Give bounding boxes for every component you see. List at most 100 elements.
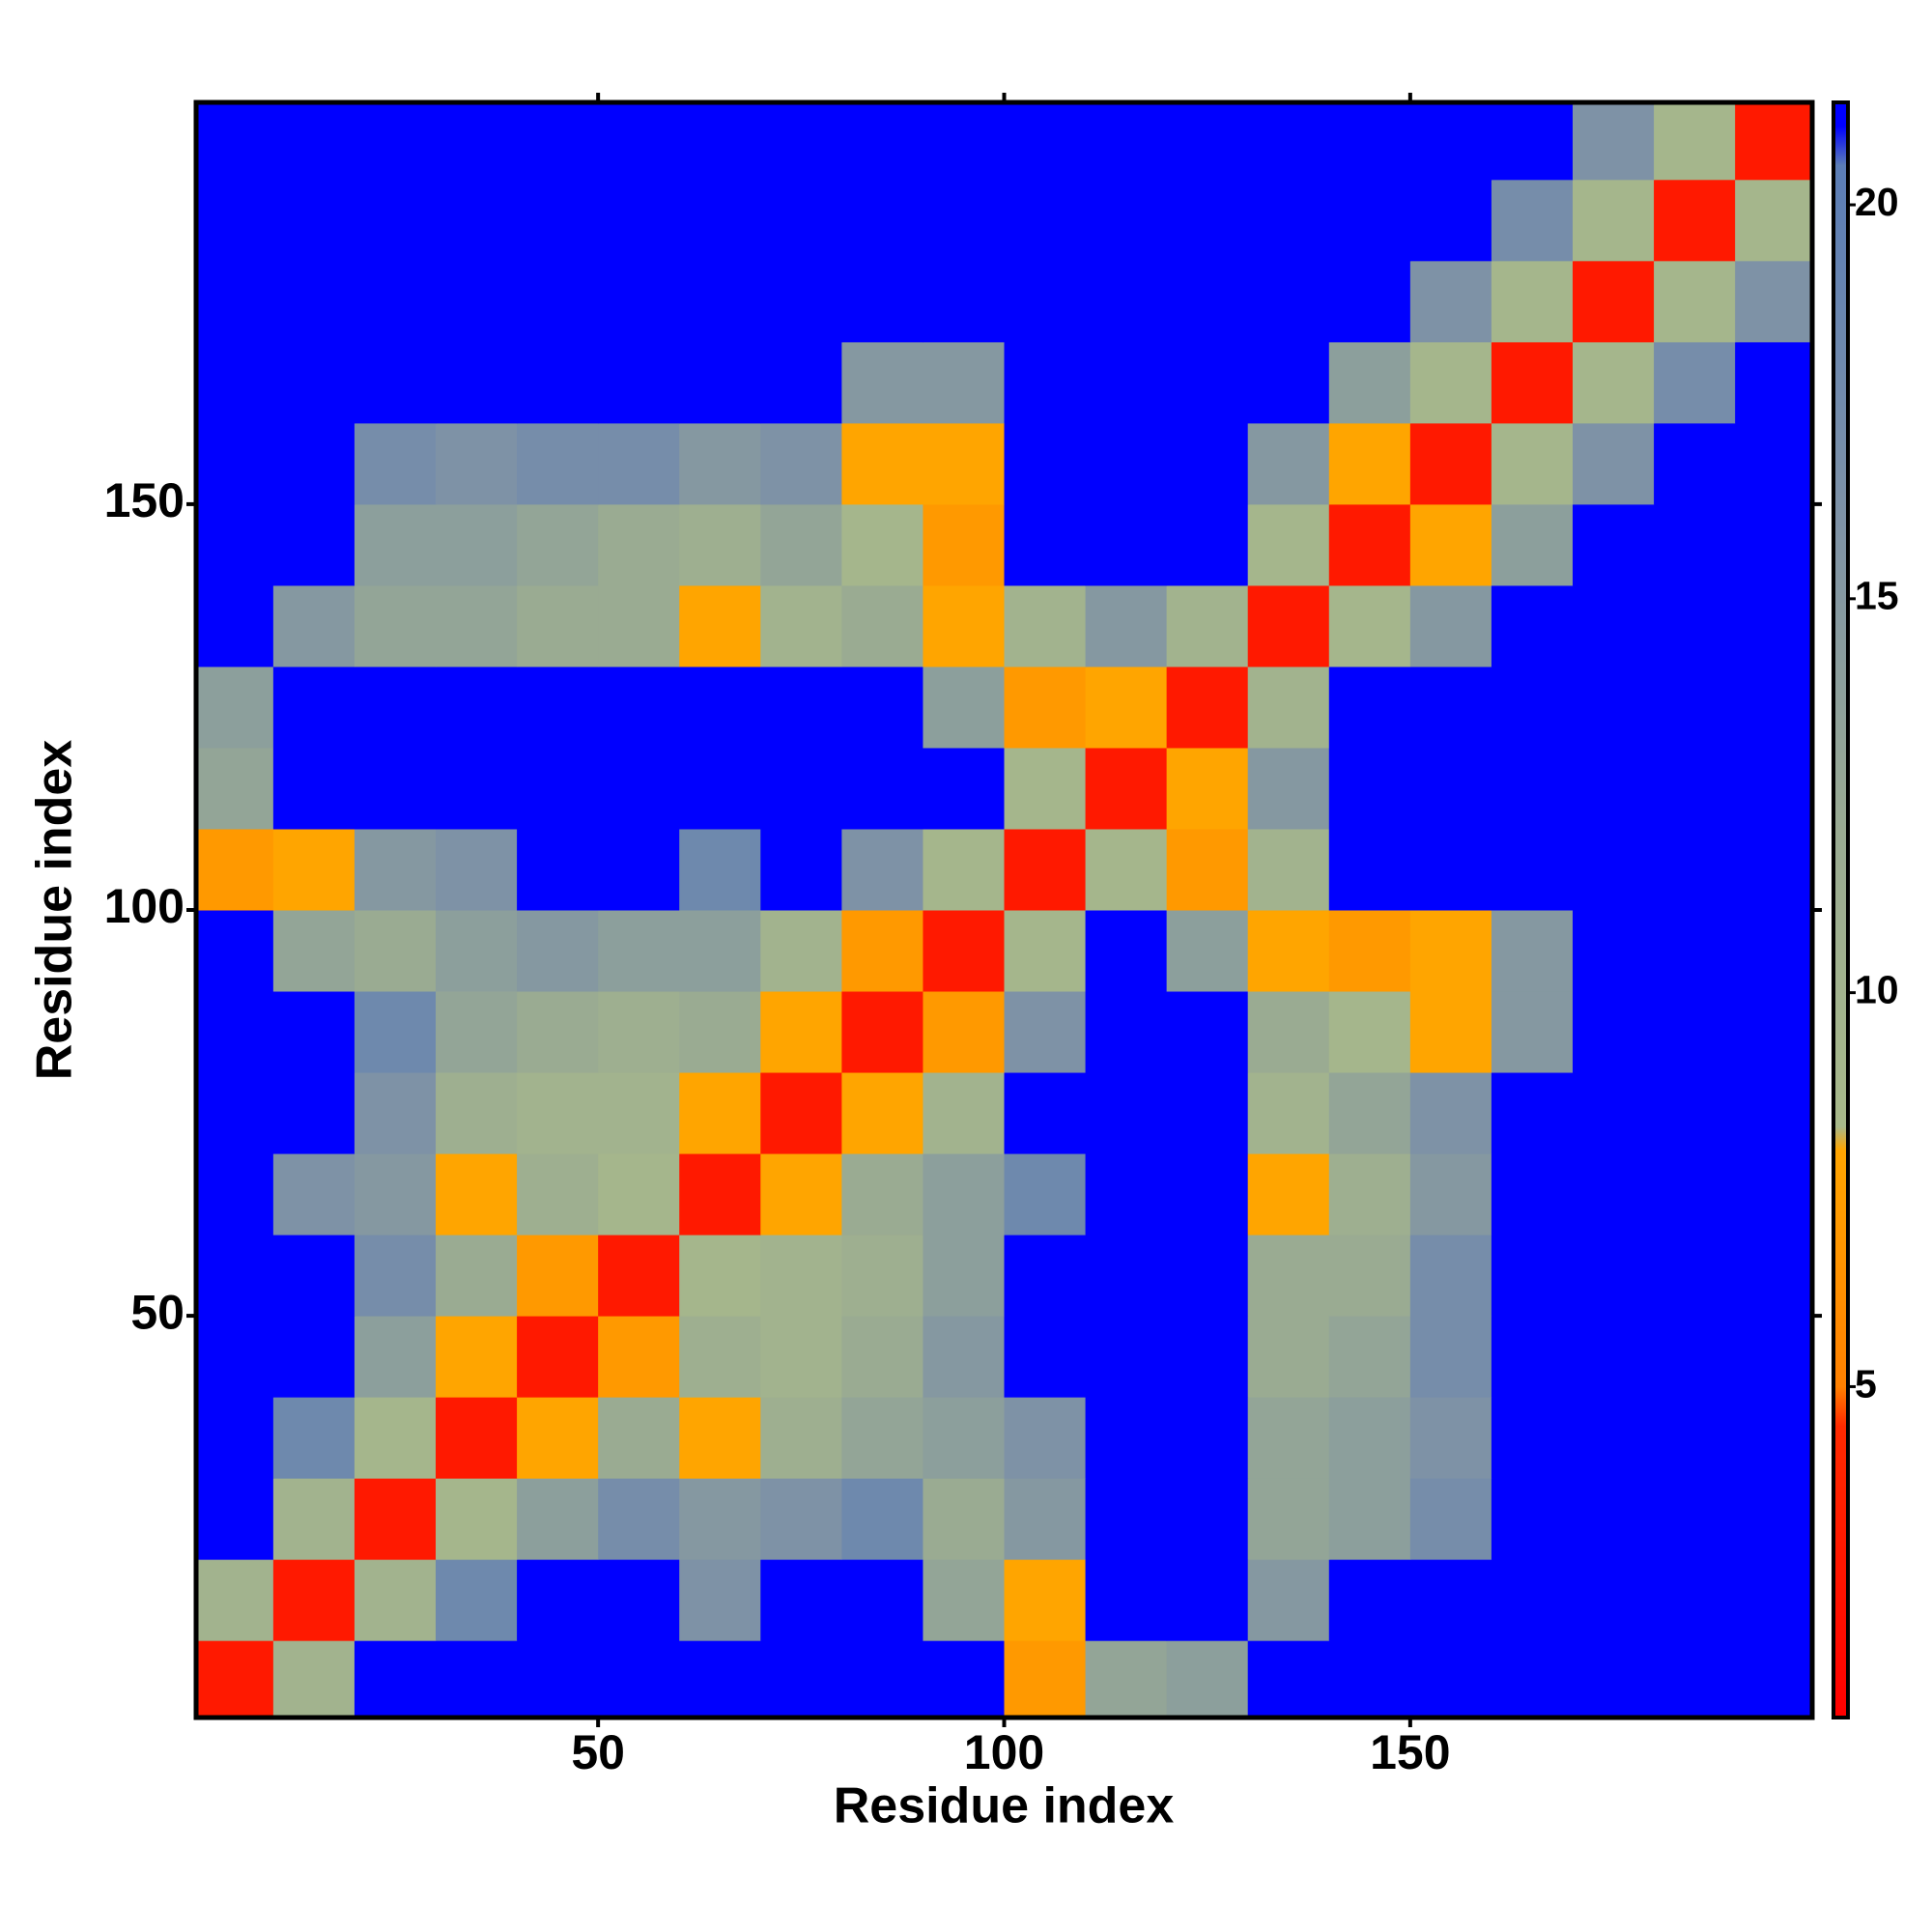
heatmap-cell bbox=[436, 1153, 518, 1236]
heatmap-cell bbox=[841, 422, 923, 505]
heatmap-cell bbox=[1491, 260, 1574, 343]
heatmap-cell bbox=[598, 747, 680, 830]
heatmap-cell bbox=[1572, 1397, 1655, 1479]
heatmap-cell bbox=[1004, 1397, 1087, 1479]
heatmap-cell bbox=[1735, 747, 1812, 830]
heatmap-cell bbox=[436, 747, 518, 830]
heatmap-cell bbox=[760, 179, 842, 262]
heatmap-cell bbox=[1247, 666, 1330, 749]
heatmap-cell bbox=[1409, 584, 1492, 668]
heatmap-cell bbox=[1328, 991, 1411, 1073]
heatmap-cell bbox=[1004, 503, 1087, 586]
heatmap-cell bbox=[1491, 1640, 1574, 1718]
heatmap-cell bbox=[1328, 341, 1411, 424]
heatmap-cell bbox=[196, 1072, 274, 1154]
heatmap-cell bbox=[436, 1235, 518, 1317]
heatmap-cell bbox=[436, 102, 518, 181]
heatmap-cell bbox=[598, 828, 680, 911]
heatmap-cell bbox=[1166, 666, 1249, 749]
heatmap-cell bbox=[1247, 102, 1330, 181]
heatmap-cell bbox=[679, 1640, 761, 1718]
heatmap-cell bbox=[196, 260, 274, 343]
heatmap-cell bbox=[1247, 584, 1330, 668]
heatmap-cell bbox=[1572, 1559, 1655, 1641]
heatmap-cell bbox=[196, 910, 274, 992]
y-axis-label: Residue index bbox=[27, 740, 83, 1081]
heatmap-cell bbox=[1735, 260, 1812, 343]
heatmap-cell bbox=[923, 1316, 1005, 1398]
heatmap-cell bbox=[196, 1559, 274, 1641]
heatmap-cell bbox=[1572, 102, 1655, 181]
heatmap-cell bbox=[1654, 1478, 1736, 1560]
heatmap-cell bbox=[760, 1478, 842, 1560]
heatmap-cell bbox=[679, 102, 761, 181]
heatmap-cell bbox=[1004, 260, 1087, 343]
heatmap-cell bbox=[436, 584, 518, 668]
heatmap-cell bbox=[1328, 503, 1411, 586]
heatmap-cell bbox=[436, 503, 518, 586]
heatmap-cell bbox=[598, 910, 680, 992]
heatmap-cell bbox=[760, 102, 842, 181]
heatmap-cell bbox=[272, 910, 355, 992]
heatmap-cell bbox=[1328, 422, 1411, 505]
heatmap-cell bbox=[679, 260, 761, 343]
heatmap-cell bbox=[196, 666, 274, 749]
heatmap-cell bbox=[760, 1153, 842, 1236]
heatmap-cell bbox=[598, 422, 680, 505]
x-tick-label: 100 bbox=[964, 1725, 1044, 1779]
heatmap-cell bbox=[1409, 341, 1492, 424]
heatmap-cell bbox=[1166, 503, 1249, 586]
heatmap-cell bbox=[1004, 666, 1087, 749]
heatmap-cell bbox=[436, 1072, 518, 1154]
heatmap-cell bbox=[1735, 422, 1812, 505]
heatmap-cell bbox=[679, 747, 761, 830]
heatmap-cell bbox=[598, 102, 680, 181]
heatmap-cell bbox=[1247, 503, 1330, 586]
heatmap-cell bbox=[517, 260, 599, 343]
heatmap-cell bbox=[1735, 102, 1812, 181]
heatmap-cell bbox=[841, 584, 923, 668]
heatmap-cell bbox=[1409, 422, 1492, 505]
heatmap-cell bbox=[1004, 102, 1087, 181]
colorbar-tick-label: 5 bbox=[1855, 1361, 1877, 1406]
heatmap-cell bbox=[1004, 1478, 1087, 1560]
heatmap-cell bbox=[1328, 179, 1411, 262]
heatmap-cell bbox=[679, 422, 761, 505]
heatmap-cell bbox=[679, 666, 761, 749]
heatmap-cell bbox=[517, 1640, 599, 1718]
heatmap-cell bbox=[272, 584, 355, 668]
heatmap-cell bbox=[923, 747, 1005, 830]
heatmap-cell bbox=[1572, 584, 1655, 668]
heatmap-cell bbox=[1491, 1478, 1574, 1560]
heatmap-cell bbox=[354, 260, 437, 343]
heatmap-cell bbox=[1085, 102, 1168, 181]
heatmap-cell bbox=[1654, 503, 1736, 586]
heatmap-cell bbox=[1654, 747, 1736, 830]
heatmap-cell bbox=[196, 422, 274, 505]
heatmap-cell bbox=[1654, 1072, 1736, 1154]
heatmap-cell bbox=[841, 747, 923, 830]
heatmap-cell bbox=[1328, 1640, 1411, 1718]
heatmap-cell bbox=[760, 910, 842, 992]
heatmap-cell bbox=[1572, 747, 1655, 830]
heatmap-cell bbox=[679, 341, 761, 424]
heatmap-cell bbox=[436, 1316, 518, 1398]
heatmap-cell bbox=[1085, 747, 1168, 830]
heatmap-cell bbox=[1409, 666, 1492, 749]
heatmap-cell bbox=[1409, 828, 1492, 911]
heatmap-cell bbox=[272, 503, 355, 586]
heatmap-cell bbox=[598, 341, 680, 424]
heatmap-cell bbox=[760, 1072, 842, 1154]
heatmap-cell bbox=[1166, 747, 1249, 830]
heatmap-cell bbox=[1654, 1640, 1736, 1718]
heatmap-cell bbox=[923, 666, 1005, 749]
heatmap-cell bbox=[679, 910, 761, 992]
heatmap-cell bbox=[598, 179, 680, 262]
heatmap-cell bbox=[196, 1397, 274, 1479]
heatmap-cell bbox=[1166, 828, 1249, 911]
heatmap-cell bbox=[1491, 1316, 1574, 1398]
heatmap-cell bbox=[841, 341, 923, 424]
heatmap-cell bbox=[272, 1316, 355, 1398]
heatmap-cell bbox=[1572, 1072, 1655, 1154]
